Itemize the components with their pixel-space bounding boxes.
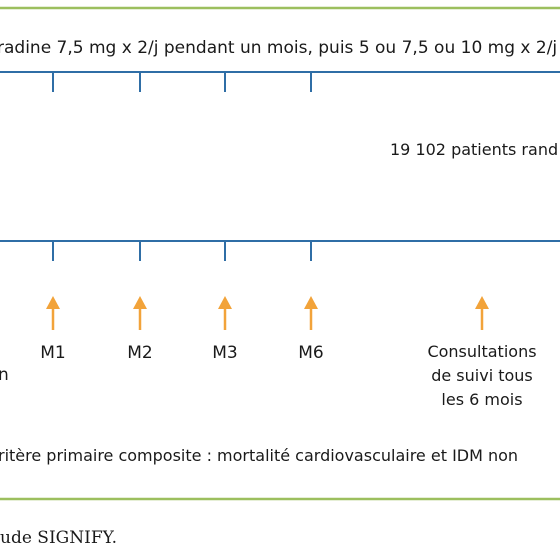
arrow-up-icon — [304, 296, 318, 330]
arrow-up-icon — [475, 296, 489, 330]
milestone-label-m3: M3 — [212, 343, 237, 363]
primary-endpoint-text: ritère primaire composite : mortalité ca… — [0, 446, 518, 465]
followup-line-3: les 6 mois — [441, 390, 522, 409]
milestone-label-m2: M2 — [127, 343, 152, 363]
milestone-label-m1: M1 — [40, 343, 65, 363]
left-fragment-text: n — [0, 365, 9, 385]
figure-caption: ude SIGNIFY. — [0, 528, 118, 548]
patients-label: 19 102 patients rand — [390, 140, 558, 159]
milestone-label-m6: M6 — [298, 343, 323, 363]
arrow-up-icon — [218, 296, 232, 330]
arrow-up-icon — [46, 296, 60, 330]
treatment-label: radine 7,5 mg x 2/j pendant un mois, pui… — [0, 38, 557, 58]
followup-line-1: Consultations — [427, 342, 536, 361]
arrow-up-icon — [133, 296, 147, 330]
followup-line-2: de suivi tous — [431, 366, 533, 385]
